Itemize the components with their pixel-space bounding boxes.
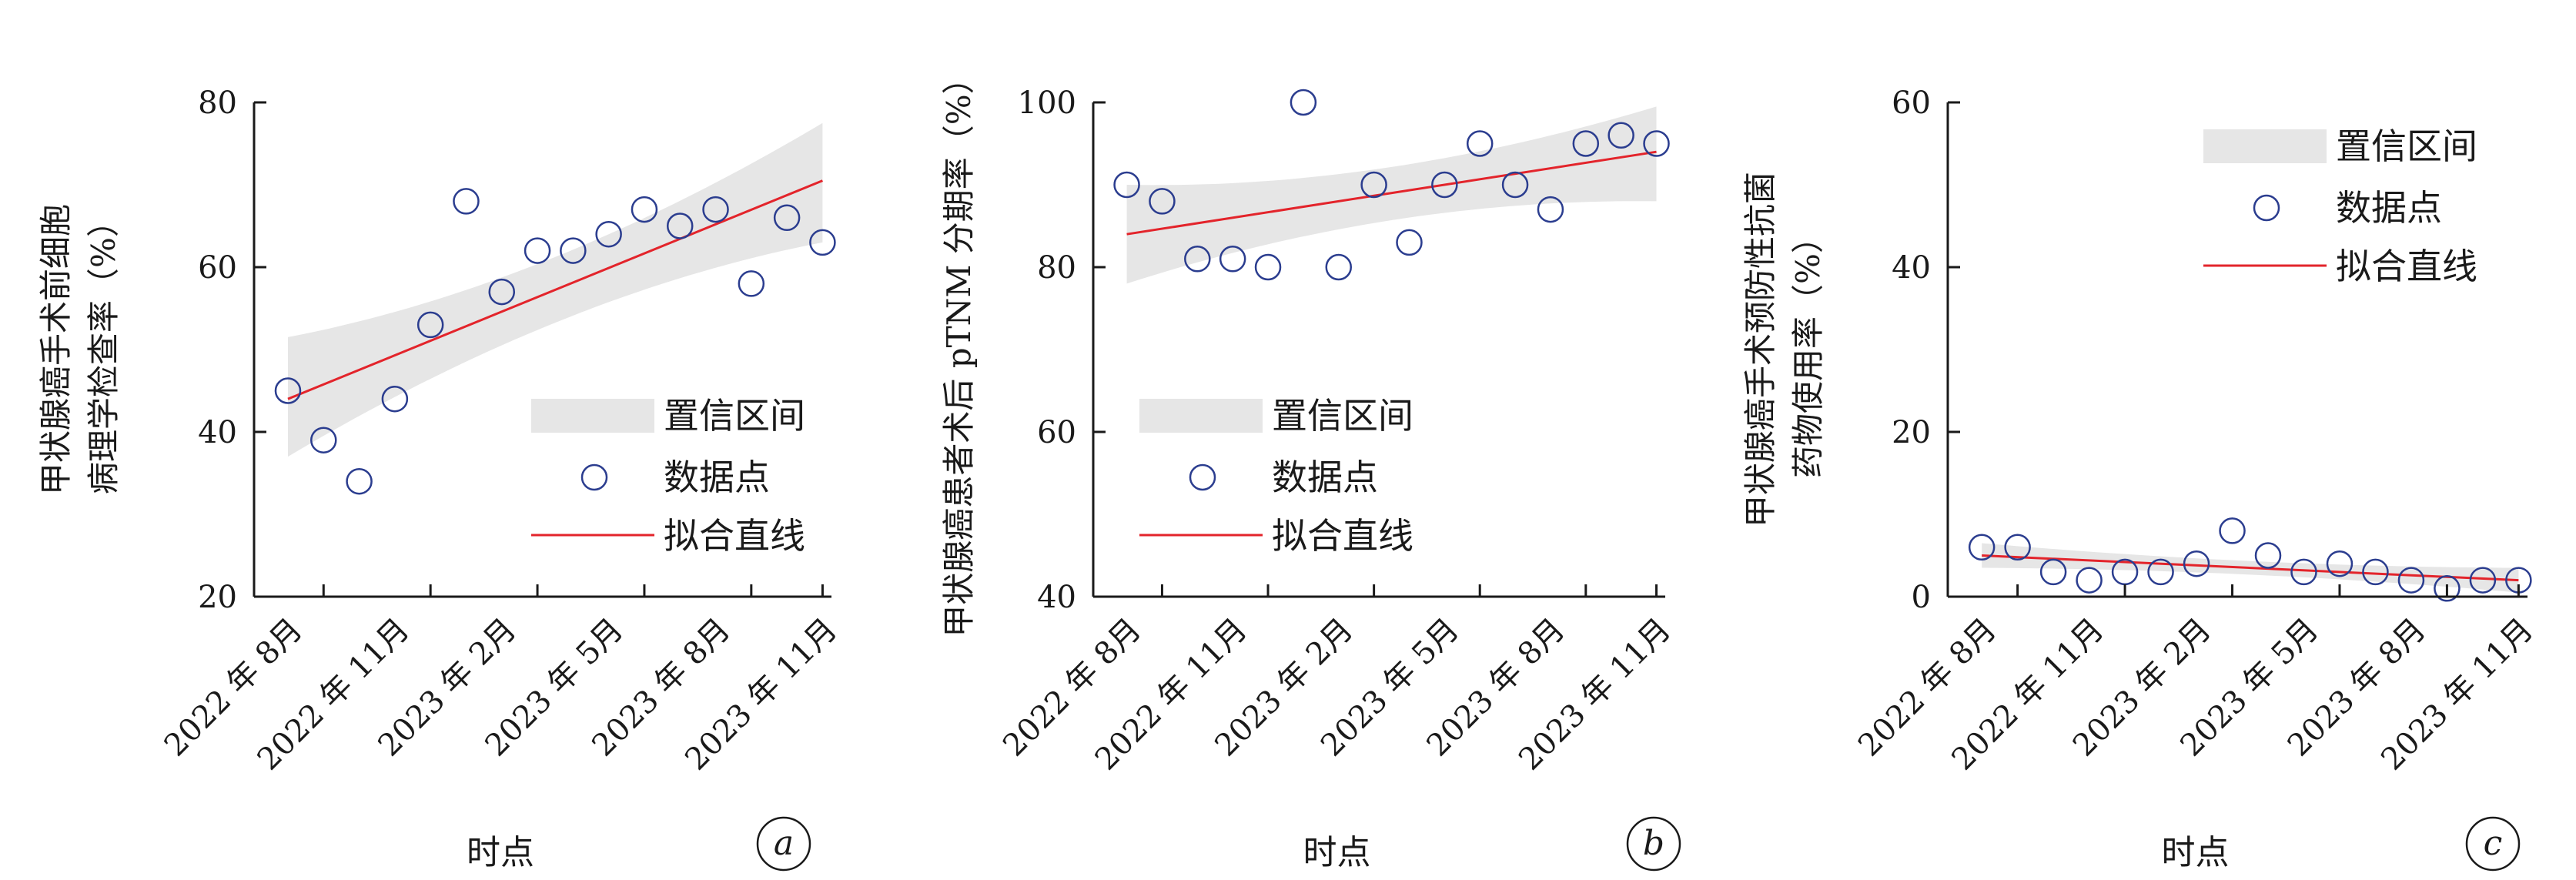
data-point: [524, 237, 551, 264]
data-point: [1113, 171, 1140, 199]
data-point: [1396, 229, 1423, 256]
data-point: [1607, 122, 1634, 149]
y-tick-label: 60: [1892, 85, 1931, 121]
data-point: [1466, 130, 1494, 157]
legend-label: 数据点: [2336, 187, 2442, 229]
y-tick-label: 20: [198, 580, 237, 615]
data-point: [1219, 246, 1246, 273]
data-point: [2111, 558, 2139, 586]
panel-letter: b: [1643, 824, 1664, 863]
data-point: [2362, 558, 2389, 586]
fit-line: [1126, 150, 1657, 236]
data-point: [1537, 196, 1564, 223]
data-point: [1968, 534, 1996, 561]
y-axis-label: 病理学检查率（%）: [85, 205, 122, 494]
data-point: [1254, 253, 1282, 281]
data-point: [1572, 130, 1600, 157]
data-point: [2219, 517, 2246, 544]
y-tick-label: 80: [1037, 250, 1076, 286]
y-axis-label: 甲状腺癌手术前细胞: [37, 204, 75, 495]
confidence-band: [1126, 106, 1657, 284]
panel-badge: [2465, 816, 2521, 872]
y-tick-label: 60: [198, 250, 237, 286]
x-axis-label: 时点: [467, 833, 534, 872]
y-axis-label: 甲状腺癌患者术后 pTNM 分期率（%）: [940, 62, 978, 637]
data-point: [2004, 534, 2031, 561]
panel-letter: a: [774, 824, 794, 863]
legend-label: 拟合直线: [1272, 515, 1413, 557]
data-point: [1360, 171, 1387, 199]
legend-label: 置信区间: [2336, 125, 2477, 167]
data-point: [2039, 558, 2067, 586]
data-point: [2434, 575, 2461, 602]
y-tick-label: 40: [1892, 250, 1931, 286]
legend-label: 置信区间: [664, 395, 805, 437]
y-tick-label: 40: [1037, 580, 1076, 615]
y-tick-label: 40: [198, 415, 237, 450]
legend-label: 拟合直线: [664, 515, 805, 557]
fit-line: [1982, 554, 2519, 582]
data-point: [2254, 542, 2282, 569]
legend-swatch-point: [580, 463, 608, 491]
fit-line: [287, 179, 823, 400]
data-point: [809, 229, 836, 256]
data-point: [1184, 246, 1211, 273]
y-axis-label: 药物使用率（%）: [1789, 221, 1827, 478]
data-point: [2183, 550, 2210, 577]
data-point: [595, 220, 622, 248]
legend-label: 置信区间: [1272, 395, 1413, 437]
data-point: [2469, 567, 2497, 594]
legend-swatch-ci: [1139, 399, 1263, 433]
data-point: [1643, 130, 1670, 157]
data-point: [346, 467, 373, 495]
panel-badge: [756, 816, 811, 872]
data-point: [2147, 558, 2174, 586]
x-axis-label: 时点: [1303, 833, 1371, 872]
data-point: [488, 278, 516, 306]
y-tick-label: 80: [198, 85, 237, 121]
legend-swatch-point: [2253, 194, 2280, 222]
data-point: [310, 427, 337, 453]
y-tick-label: 100: [1018, 85, 1076, 121]
legend-swatch-ci: [2203, 129, 2327, 163]
data-point: [1325, 253, 1353, 281]
data-point: [1501, 171, 1529, 199]
y-tick-label: 0: [1912, 580, 1931, 615]
data-point: [1149, 188, 1176, 215]
legend-label: 数据点: [1272, 457, 1378, 498]
legend-swatch-point: [1189, 463, 1216, 491]
y-tick-label: 20: [1892, 415, 1931, 450]
panel-badge: [1626, 816, 1681, 872]
legend-swatch-ci: [531, 399, 654, 433]
data-point: [631, 196, 658, 223]
data-point: [738, 270, 765, 297]
data-point: [702, 196, 729, 223]
data-point: [666, 212, 694, 239]
data-point: [2290, 558, 2317, 586]
data-point: [773, 204, 801, 232]
data-point: [2326, 550, 2354, 577]
data-point: [274, 377, 302, 404]
x-axis-label: 时点: [2162, 833, 2230, 872]
data-point: [381, 385, 409, 413]
data-point: [1290, 89, 1317, 116]
data-point: [2076, 567, 2103, 594]
legend-label: 拟合直线: [2336, 246, 2477, 287]
panel-letter: c: [2484, 824, 2503, 863]
data-point: [2397, 567, 2425, 594]
data-point: [417, 311, 444, 339]
data-point: [560, 237, 587, 264]
data-point: [1431, 171, 1458, 199]
data-point: [453, 188, 480, 215]
y-tick-label: 60: [1037, 415, 1076, 450]
legend-label: 数据点: [664, 457, 770, 498]
y-axis-label: 甲状腺癌手术预防性抗菌: [1741, 172, 1779, 527]
